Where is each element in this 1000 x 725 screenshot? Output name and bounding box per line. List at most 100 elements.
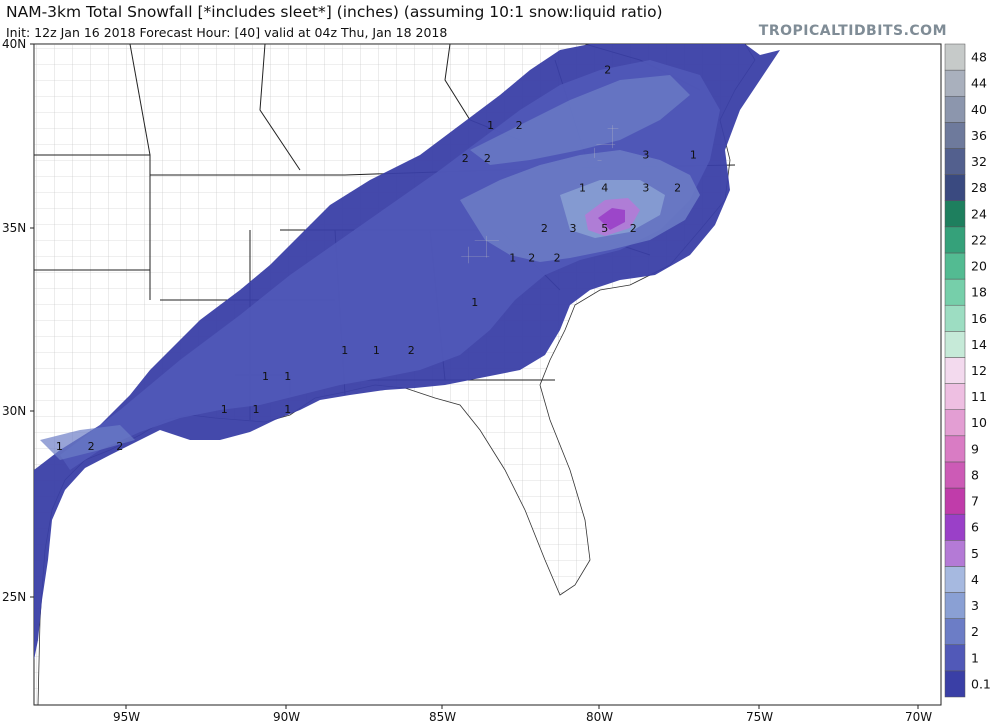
brand-watermark: TROPICALTIDBITS.COM: [758, 23, 947, 39]
colorbar-swatch: [944, 304, 966, 332]
contour-label: 2: [116, 440, 123, 453]
colorbar-swatch: [944, 487, 966, 515]
colorbar-label: 36: [971, 128, 987, 143]
colorbar-swatch: [944, 174, 966, 201]
colorbar-swatch: [944, 200, 966, 228]
colorbar-label: 7: [971, 494, 979, 509]
colorbar-label: 20: [971, 259, 987, 274]
colorbar-label: 40: [971, 102, 987, 117]
contour-label: 2: [604, 64, 611, 77]
contour-label: 2: [528, 252, 535, 265]
colorbar-swatch: [944, 226, 966, 254]
contour-label: 1: [690, 148, 697, 161]
contour-label: 2: [516, 119, 523, 132]
colorbar-swatch: [944, 566, 966, 593]
colorbar-swatch: [944, 592, 966, 619]
colorbar-label: 16: [971, 311, 987, 326]
colorbar-swatch: [944, 435, 966, 463]
snow-gap-1: [460, 235, 500, 265]
colorbar-swatch: [944, 122, 966, 149]
colorbar-label: 4: [971, 572, 979, 587]
lon-label-80w: 80W: [586, 710, 613, 724]
contour-label: 1: [284, 403, 291, 416]
colorbar-label: 11: [971, 389, 987, 404]
lon-label-95w: 95W: [113, 710, 140, 724]
lat-label-25n: 25N: [2, 590, 26, 604]
colorbar-label: 3: [971, 598, 979, 613]
colorbar-label: 2: [971, 624, 979, 639]
contour-label: 1: [341, 344, 348, 357]
contour-label: 1: [487, 119, 494, 132]
colorbar-swatch: [944, 278, 966, 306]
colorbar-swatch: [944, 618, 966, 646]
colorbar-swatch: [944, 331, 966, 358]
lon-label-75w: 75W: [746, 710, 773, 724]
colorbar-label: 14: [971, 337, 987, 352]
colorbar-label: 12: [971, 363, 987, 378]
colorbar-swatch: [944, 513, 966, 541]
colorbar-swatch: [944, 461, 966, 489]
contour-label: 1: [373, 344, 380, 357]
colorbar-label: 18: [971, 285, 987, 300]
colorbar-swatch: [944, 540, 966, 567]
colorbar-swatch: [944, 409, 966, 437]
colorbar-swatch: [944, 644, 966, 672]
colorbar-label: 24: [971, 206, 987, 221]
colorbar-swatch: [944, 69, 966, 97]
map-title: NAM-3km Total Snowfall [*includes sleet*…: [6, 3, 663, 21]
colorbar-label: 6: [971, 520, 979, 535]
contour-labels: 21 22 2 3 11 4 3 22 3 5 21 2 211 1 21 11 1 11 2 2: [56, 64, 697, 453]
colorbar-label: 8: [971, 467, 979, 482]
map-layers: [34, 44, 780, 705]
contour-label: 2: [554, 252, 561, 265]
contour-label: 3: [642, 182, 649, 195]
colorbar: 0.11234567891011121416182022242832364044…: [944, 43, 991, 698]
snow-band-2b: [470, 75, 690, 165]
colorbar-label: 32: [971, 154, 987, 169]
lat-label-30n: 30N: [2, 404, 26, 418]
contour-label: 2: [88, 440, 95, 453]
colorbar-label: 0.1: [971, 676, 991, 691]
contour-label: 4: [601, 182, 608, 195]
colorbar-label: 22: [971, 232, 987, 247]
lat-label-35n: 35N: [2, 221, 26, 235]
contour-label: 2: [541, 222, 548, 235]
colorbar-label: 48: [971, 50, 987, 65]
colorbar-swatch: [944, 670, 966, 698]
contour-label: 3: [570, 222, 577, 235]
contour-label: 1: [253, 403, 260, 416]
contour-label: 1: [579, 182, 586, 195]
colorbar-swatch: [944, 357, 966, 384]
colorbar-label: 9: [971, 441, 979, 456]
lon-label-90w: 90W: [273, 710, 300, 724]
lat-axis: 40N 35N 30N 25N: [2, 37, 34, 604]
contour-label: 2: [462, 152, 469, 165]
colorbar-swatch: [944, 252, 966, 280]
contour-label: 1: [221, 403, 228, 416]
lon-label-85w: 85W: [429, 710, 456, 724]
contour-label: 2: [674, 182, 681, 195]
colorbar-label: 28: [971, 180, 987, 195]
contour-label: 3: [642, 148, 649, 161]
colorbar-swatch: [944, 43, 966, 71]
contour-label: 2: [408, 344, 415, 357]
contour-label: 1: [471, 296, 478, 309]
contour-label: 2: [484, 152, 491, 165]
lat-label-40n: 40N: [2, 37, 26, 51]
contour-label: 5: [601, 222, 608, 235]
snow-band-5: [598, 208, 625, 230]
colorbar-label: 10: [971, 415, 987, 430]
colorbar-swatch: [944, 95, 966, 123]
colorbar-label: 44: [971, 76, 987, 91]
contour-label: 1: [262, 370, 269, 383]
lon-axis: 95W 90W 85W 80W 75W 70W: [113, 705, 932, 724]
contour-label: 1: [509, 252, 516, 265]
colorbar-swatch: [944, 148, 966, 175]
snow-gap-2: [590, 120, 620, 162]
contour-label: 1: [56, 440, 63, 453]
colorbar-swatch: [944, 383, 966, 410]
map-subtitle: Init: 12z Jan 16 2018 Forecast Hour: [40…: [6, 25, 448, 40]
contour-label: 1: [284, 370, 291, 383]
contour-label: 2: [630, 222, 637, 235]
